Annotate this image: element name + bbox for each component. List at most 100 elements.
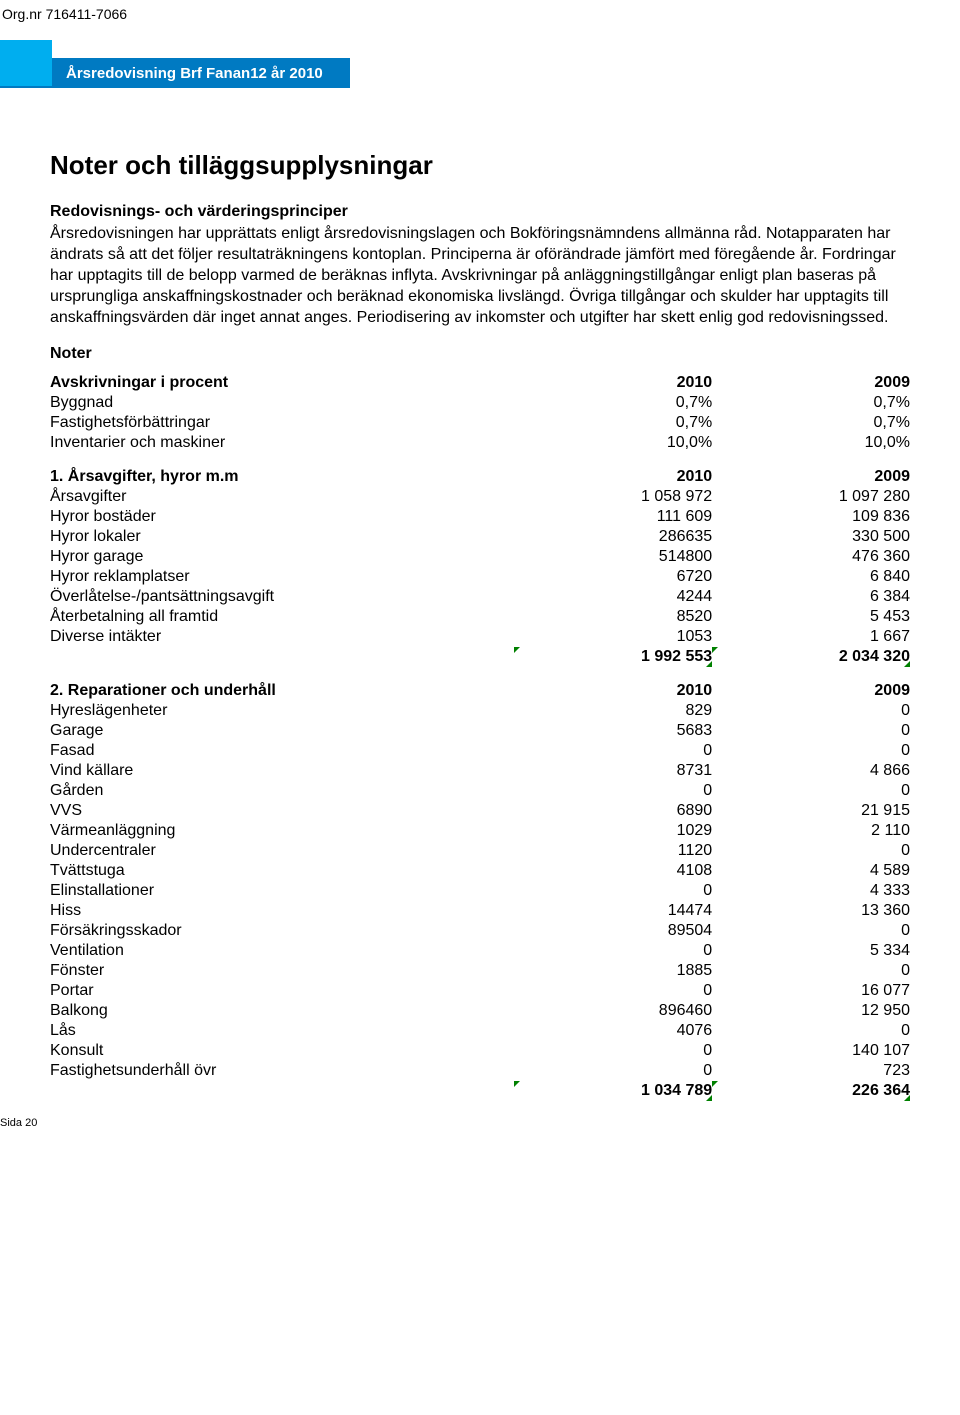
table-total-row: 1 992 553 2 034 320	[50, 647, 910, 667]
table-row: Vind källare87314 866	[50, 761, 910, 781]
cell: 10,0%	[514, 433, 712, 453]
cell: 829	[514, 701, 712, 721]
header-cell: Avskrivningar i procent	[50, 373, 514, 393]
banner: Årsredovisning Brf Fanan12 år 2010	[0, 46, 910, 90]
cell: Diverse intäkter	[50, 627, 514, 647]
table-avskrivningar: Avskrivningar i procent 2010 2009 Byggna…	[50, 373, 910, 453]
cell: 5 453	[712, 607, 910, 627]
table-row: Hyror bostäder111 609109 836	[50, 507, 910, 527]
cell: 4076	[514, 1021, 712, 1041]
cell: Konsult	[50, 1041, 514, 1061]
table-row: Tvättstuga41084 589	[50, 861, 910, 881]
cell: 4108	[514, 861, 712, 881]
table-row: Återbetalning all framtid85205 453	[50, 607, 910, 627]
cell: 723	[712, 1061, 910, 1081]
cell: 2 110	[712, 821, 910, 841]
corner-tick-icon	[514, 1081, 520, 1087]
cell: 10,0%	[712, 433, 910, 453]
table-row: Fastighetsförbättringar0,7%0,7%	[50, 413, 910, 433]
body-text: Årsredovisningen har upprättats enligt å…	[50, 223, 910, 329]
table-row: Konsult0140 107	[50, 1041, 910, 1061]
table-row: Diverse intäkter10531 667	[50, 627, 910, 647]
cell	[50, 647, 514, 667]
cell: 140 107	[712, 1041, 910, 1061]
cell: Portar	[50, 981, 514, 1001]
corner-tick-icon	[514, 647, 520, 653]
banner-accent-square	[0, 40, 52, 86]
header-cell: 2010	[514, 467, 712, 487]
cell: 1120	[514, 841, 712, 861]
cell: 6890	[514, 801, 712, 821]
table-row: Hyror reklamplatser67206 840	[50, 567, 910, 587]
cell: Byggnad	[50, 393, 514, 413]
cell: 6 384	[712, 587, 910, 607]
cell: Gården	[50, 781, 514, 801]
total-cell: 226 364	[712, 1081, 910, 1101]
cell: 0	[712, 701, 910, 721]
cell: 0	[712, 721, 910, 741]
cell: 1 058 972	[514, 487, 712, 507]
cell: 0	[514, 981, 712, 1001]
cell: Fastighetsunderhåll övr	[50, 1061, 514, 1081]
cell: 330 500	[712, 527, 910, 547]
cell: 12 950	[712, 1001, 910, 1021]
cell: Hyreslägenheter	[50, 701, 514, 721]
total-value: 2 034 320	[839, 648, 910, 665]
cell: 1029	[514, 821, 712, 841]
org-number: Org.nr 716411-7066	[2, 6, 910, 22]
page: Org.nr 716411-7066 Årsredovisning Brf Fa…	[0, 0, 960, 1135]
cell: Årsavgifter	[50, 487, 514, 507]
table-row: Fasad00	[50, 741, 910, 761]
total-cell: 1 034 789	[514, 1081, 712, 1101]
cell: 0,7%	[514, 413, 712, 433]
cell: Hiss	[50, 901, 514, 921]
table-header: Avskrivningar i procent 2010 2009	[50, 373, 910, 393]
table-row: VVS689021 915	[50, 801, 910, 821]
total-value: 1 034 789	[641, 1082, 712, 1099]
cell: 0	[514, 1061, 712, 1081]
table-row: Lås40760	[50, 1021, 910, 1041]
cell: 6 840	[712, 567, 910, 587]
noter-label: Noter	[50, 345, 910, 363]
cell: 0	[712, 841, 910, 861]
table-row: Elinstallationer04 333	[50, 881, 910, 901]
cell: 8520	[514, 607, 712, 627]
cell: 0	[514, 941, 712, 961]
header-cell: 2009	[712, 681, 910, 701]
cell: 4 333	[712, 881, 910, 901]
cell: Värmeanläggning	[50, 821, 514, 841]
table-row: Överlåtelse-/pantsättningsavgift42446 38…	[50, 587, 910, 607]
cell: Hyror garage	[50, 547, 514, 567]
table-row: Gården00	[50, 781, 910, 801]
total-value: 226 364	[852, 1082, 910, 1099]
sub-heading: Redovisnings- och värderingsprinciper	[50, 203, 910, 221]
table-total-row: 1 034 789 226 364	[50, 1081, 910, 1101]
table-row: Garage56830	[50, 721, 910, 741]
banner-text: Årsredovisning Brf Fanan12 år 2010	[66, 65, 323, 82]
cell: Hyror lokaler	[50, 527, 514, 547]
cell: Återbetalning all framtid	[50, 607, 514, 627]
table-row: Portar016 077	[50, 981, 910, 1001]
header-cell: 2010	[514, 681, 712, 701]
table-header: 1. Årsavgifter, hyror m.m 2010 2009	[50, 467, 910, 487]
cell	[50, 1081, 514, 1101]
cell: 514800	[514, 547, 712, 567]
header-cell: 2009	[712, 373, 910, 393]
cell: 0,7%	[712, 413, 910, 433]
cell: 896460	[514, 1001, 712, 1021]
cell: 14474	[514, 901, 712, 921]
header-cell: 2009	[712, 467, 910, 487]
cell: Garage	[50, 721, 514, 741]
cell: 0,7%	[514, 393, 712, 413]
cell: Hyror reklamplatser	[50, 567, 514, 587]
cell: Ventilation	[50, 941, 514, 961]
cell: Elinstallationer	[50, 881, 514, 901]
cell: Tvättstuga	[50, 861, 514, 881]
cell: 0	[514, 1041, 712, 1061]
cell: Inventarier och maskiner	[50, 433, 514, 453]
cell: Vind källare	[50, 761, 514, 781]
cell: 109 836	[712, 507, 910, 527]
cell: 4 866	[712, 761, 910, 781]
cell: Fasad	[50, 741, 514, 761]
cell: 6720	[514, 567, 712, 587]
